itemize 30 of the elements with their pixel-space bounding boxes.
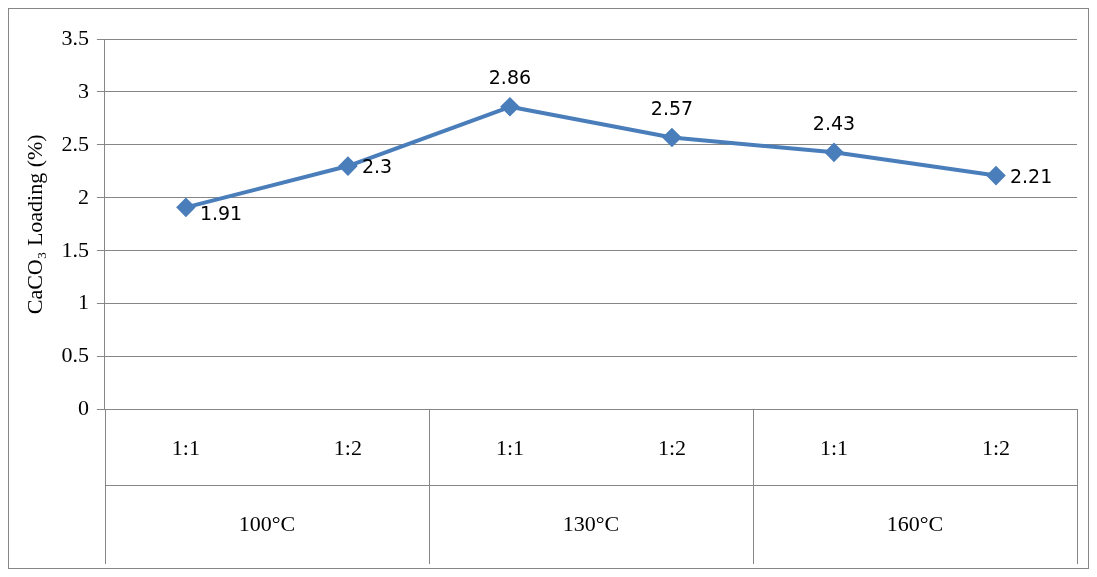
point [338,157,357,176]
point [500,97,519,116]
x-tick-label: 1:1 [171,434,200,460]
data-label: 2.3 [361,155,393,177]
y-tick-label: 2.5 [61,130,89,156]
text: 160°C [886,510,944,536]
data-label: 1.91 [199,202,243,225]
y-tick-label: 3 [77,77,89,103]
point [662,128,681,147]
y-tick-label: 1.5 [61,236,89,262]
data-label: 2.86 [488,66,532,89]
y-tick-label: 3.5 [61,24,89,50]
text: 100°C [238,510,296,536]
y-tick-label: 1 [77,289,89,315]
x-tick-label: 1:2 [333,434,362,460]
y-tick-label: 2 [77,183,89,209]
text: 130°C [562,510,620,536]
y-tick-label: 0.5 [61,342,89,368]
point [176,198,195,217]
data-label: 2.21 [1009,164,1053,187]
data-label: 2.57 [650,96,694,119]
y-axis-title: CaCO₃ Loading (%) [21,134,47,315]
data-label: 2.43 [812,111,856,134]
point [986,166,1005,185]
x-tick-label: 1:2 [981,434,1011,460]
x-tick-label: 1:2 [657,434,687,460]
x-tick-label: 1:1 [495,434,524,460]
x-tick-label: 1:1 [819,434,849,460]
y-tick-label: 0 [77,395,89,421]
point [824,143,843,162]
